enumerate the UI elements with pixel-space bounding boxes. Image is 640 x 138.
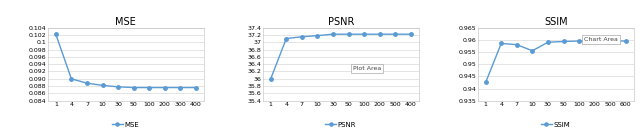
Title: SSIM: SSIM <box>544 17 568 27</box>
Text: Chart Area: Chart Area <box>584 37 618 42</box>
Legend: PSNR: PSNR <box>323 119 359 130</box>
Title: PSNR: PSNR <box>328 17 354 27</box>
Text: Plot Area: Plot Area <box>353 66 381 71</box>
Legend: MSE: MSE <box>109 119 142 130</box>
Legend: SSIM: SSIM <box>538 119 573 130</box>
Title: MSE: MSE <box>115 17 136 27</box>
